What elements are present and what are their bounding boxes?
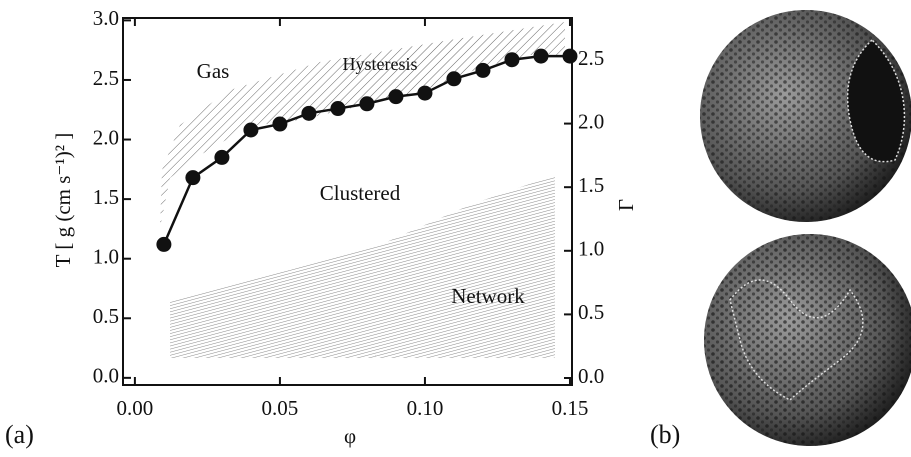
y-tick-label: 2.5 — [93, 66, 119, 90]
data-point — [504, 52, 520, 68]
hysteresis-region — [160, 22, 565, 228]
x-tick-label: 0.15 — [552, 396, 589, 420]
annotation: Clustered — [320, 181, 401, 205]
data-point — [330, 101, 346, 117]
data-point — [417, 85, 433, 101]
annotation: Gas — [197, 59, 230, 83]
x-tick-label: 0.10 — [407, 396, 444, 420]
data-point — [475, 62, 491, 78]
y2-tick-label: 2.0 — [578, 109, 604, 133]
data-point — [446, 71, 462, 87]
data-point — [388, 89, 404, 105]
data-point — [562, 48, 578, 64]
data-point — [359, 96, 375, 112]
plot-frame — [122, 17, 573, 386]
y2-tick-label: 0.0 — [578, 364, 604, 388]
y-tick-label: 1.0 — [93, 245, 119, 269]
panel-label: (b) — [650, 420, 680, 449]
y2-tick-label: 1.5 — [578, 173, 604, 197]
image-b-bottom — [704, 234, 911, 446]
data-point — [156, 236, 172, 252]
data-point — [214, 149, 230, 165]
panel-label: (a) — [5, 420, 34, 449]
y-tick-label: 0.0 — [93, 364, 119, 388]
y-tick-label: 1.5 — [93, 185, 119, 209]
x-axis-label: φ — [344, 424, 356, 448]
network-region — [170, 175, 555, 358]
annotation: Hysteresis — [343, 54, 418, 74]
data-point — [185, 170, 201, 186]
y2-axis-label: Γ — [614, 199, 638, 211]
y-tick-label: 2.0 — [93, 125, 119, 149]
annotation: Network — [451, 284, 525, 308]
x-tick-label: 0.05 — [262, 396, 299, 420]
y2-tick-label: 0.5 — [578, 300, 604, 324]
y2-tick-label: 1.0 — [578, 237, 604, 261]
y-tick-label: 3.0 — [93, 6, 119, 30]
y-tick-label: 0.5 — [93, 304, 119, 328]
x-tick-label: 0.00 — [117, 396, 154, 420]
data-point — [272, 116, 288, 132]
image-b-top — [700, 10, 911, 222]
data-point — [243, 122, 259, 138]
data-point — [301, 105, 317, 121]
data-point — [533, 48, 549, 64]
y2-tick-label: 2.5 — [578, 46, 604, 70]
y-axis-label: T [ g (cm s⁻¹)² ] — [51, 133, 75, 268]
